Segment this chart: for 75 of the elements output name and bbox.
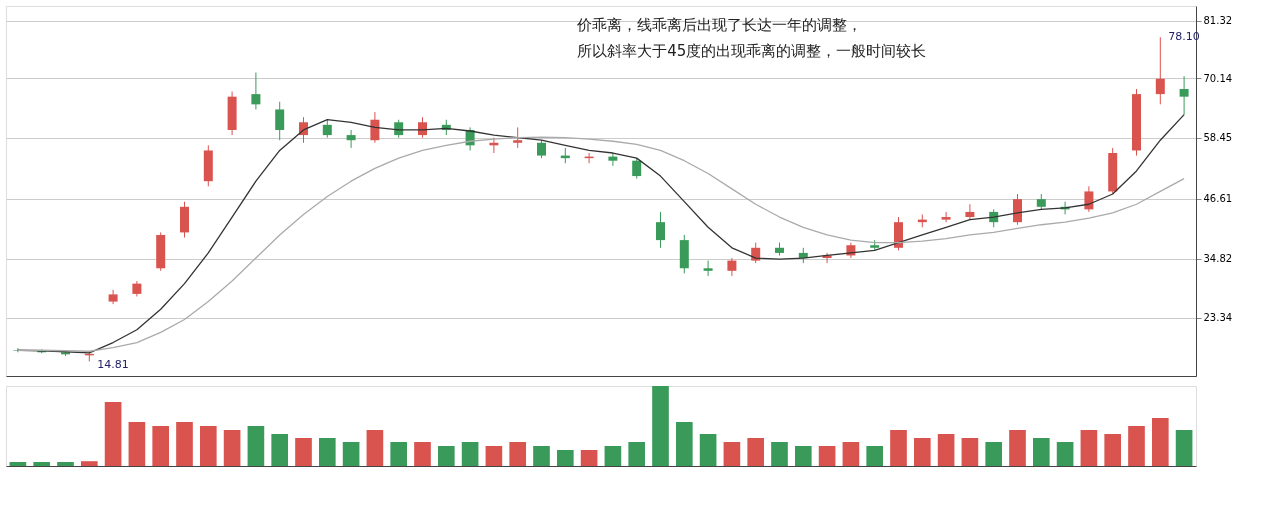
bar <box>152 426 170 466</box>
y-tick-label: 70.14 <box>1203 72 1233 84</box>
bar <box>652 386 669 466</box>
bar <box>866 446 884 466</box>
candlestick <box>370 111 380 144</box>
candlestick <box>965 203 975 221</box>
candlestick <box>656 211 665 249</box>
candlestick <box>703 260 713 277</box>
bar <box>80 461 98 466</box>
bar <box>747 438 765 466</box>
bar <box>1175 430 1193 466</box>
bar <box>1032 438 1050 466</box>
bar <box>390 442 408 466</box>
bar <box>57 462 74 466</box>
candlestick <box>275 101 285 141</box>
bar <box>961 438 979 466</box>
bar <box>699 434 717 466</box>
bar <box>247 426 265 466</box>
bar <box>223 430 241 466</box>
bar <box>937 434 955 466</box>
bar <box>1080 430 1098 466</box>
bar <box>913 438 931 466</box>
bar <box>723 442 741 466</box>
bar <box>985 442 1003 466</box>
bar <box>818 446 836 466</box>
candlestick <box>251 72 261 110</box>
y-tick-label: 23.34 <box>1203 312 1233 324</box>
bar <box>318 438 336 466</box>
bar <box>485 446 503 466</box>
bar <box>295 438 312 466</box>
bar <box>890 430 907 466</box>
annotation: 14.81 <box>97 358 129 372</box>
candlestick <box>299 116 308 144</box>
candlestick <box>1179 75 1189 116</box>
bar <box>628 442 646 466</box>
y-tick-label: 46.61 <box>1203 193 1233 205</box>
bar <box>461 442 479 466</box>
y-tick-label: 34.82 <box>1203 253 1233 265</box>
candlestick <box>513 126 523 149</box>
annotation: 价乖离，线乖离后出现了长达一年的调整， <box>576 16 863 34</box>
bar <box>271 434 289 466</box>
bar <box>1104 434 1122 466</box>
bar <box>104 402 122 466</box>
bar <box>342 442 360 466</box>
bar <box>509 442 527 466</box>
bar <box>366 430 384 466</box>
bar <box>533 446 550 466</box>
y-tick-label: 58.45 <box>1203 132 1233 144</box>
candlestick <box>1084 185 1094 213</box>
candlestick <box>346 129 356 149</box>
bar <box>176 422 193 466</box>
candlestick <box>608 152 618 167</box>
bar <box>414 442 431 466</box>
bar <box>675 422 693 466</box>
bar <box>437 446 455 466</box>
bar <box>556 450 574 466</box>
bar <box>1128 426 1145 466</box>
bar <box>604 446 622 466</box>
bar <box>1056 442 1074 466</box>
bar <box>33 462 51 466</box>
bar <box>580 450 598 466</box>
y-tick-label: 81.32 <box>1203 15 1233 27</box>
bar <box>9 462 27 466</box>
candlestick <box>1013 193 1022 226</box>
bar <box>794 446 812 466</box>
bar <box>1151 418 1169 466</box>
bar <box>1009 430 1026 466</box>
candlestick <box>941 211 951 223</box>
candlestick <box>632 157 642 180</box>
bar <box>842 442 860 466</box>
bar <box>199 426 217 466</box>
candlestick <box>1155 36 1165 105</box>
bar <box>771 442 788 466</box>
annotation: 所以斜率大于45度的出现乖离的调整，一般时间较长 <box>577 42 927 60</box>
bar <box>128 422 146 466</box>
